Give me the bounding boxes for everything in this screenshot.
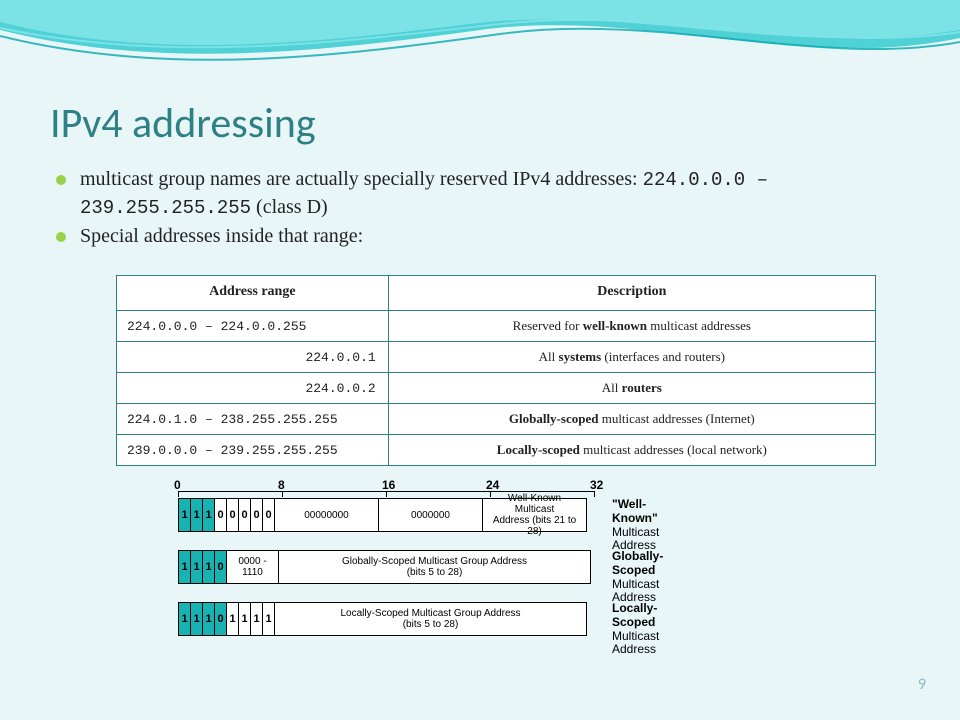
- bit-field: 00000000: [274, 498, 379, 532]
- bit-row: 11100000000000000000000Well-Known Multic…: [178, 498, 594, 532]
- bit-field: Globally-Scoped Multicast Group Address …: [278, 550, 591, 584]
- axis-label: 0: [174, 478, 181, 492]
- table-cell-address: 224.0.0.2: [117, 373, 389, 404]
- table-cell-description: Locally-scoped multicast addresses (loca…: [388, 435, 875, 466]
- bit-field: Locally-Scoped Multicast Group Address (…: [274, 602, 587, 636]
- bit-row: 11100000 - 1110Globally-Scoped Multicast…: [178, 550, 594, 584]
- table-cell-description: All systems (interfaces and routers): [388, 342, 875, 373]
- table-cell-description: Reserved for well-known multicast addres…: [388, 311, 875, 342]
- col-address-range: Address range: [117, 276, 389, 311]
- table-cell-address: 224.0.1.0 – 238.255.255.255: [117, 404, 389, 435]
- axis-label: 32: [590, 478, 603, 492]
- slide-title: IPv4 addressing: [50, 98, 316, 149]
- wave-header: [0, 0, 960, 90]
- table-cell-address: 239.0.0.0 – 239.255.255.255: [117, 435, 389, 466]
- col-description: Description: [388, 276, 875, 311]
- table-cell-address: 224.0.0.0 – 224.0.0.255: [117, 311, 389, 342]
- bit-row-label: Locally-ScopedMulticast Address: [612, 602, 659, 657]
- axis-label: 16: [382, 478, 395, 492]
- bit-diagram: 0816243211100000000000000000000Well-Know…: [178, 478, 858, 654]
- bit-row-label: Globally-ScopedMulticast Address: [612, 550, 663, 605]
- bullet-1: multicast group names are actually speci…: [52, 166, 912, 221]
- address-table: Address range Description 224.0.0.0 – 22…: [116, 275, 876, 466]
- bit-field: Well-Known Multicast Address (bits 21 to…: [482, 498, 587, 532]
- table-cell-address: 224.0.0.1: [117, 342, 389, 373]
- bit-field: 0000 - 1110: [226, 550, 279, 584]
- table-cell-description: Globally-scoped multicast addresses (Int…: [388, 404, 875, 435]
- bullet-2: Special addresses inside that range:: [52, 223, 912, 250]
- axis-label: 24: [486, 478, 499, 492]
- bit-row-label: "Well-Known"Multicast Address: [612, 498, 659, 553]
- bit-field: 0000000: [378, 498, 483, 532]
- bit-row: 11101111Locally-Scoped Multicast Group A…: [178, 602, 594, 636]
- table-cell-description: All routers: [388, 373, 875, 404]
- bullet-1-post: (class D): [256, 196, 328, 218]
- bullet-list: multicast group names are actually speci…: [52, 166, 912, 252]
- bullet-1-pre: multicast group names are actually speci…: [80, 168, 643, 190]
- page-number: 9: [918, 675, 926, 694]
- axis-label: 8: [278, 478, 285, 492]
- address-table-wrap: Address range Description 224.0.0.0 – 22…: [116, 275, 876, 466]
